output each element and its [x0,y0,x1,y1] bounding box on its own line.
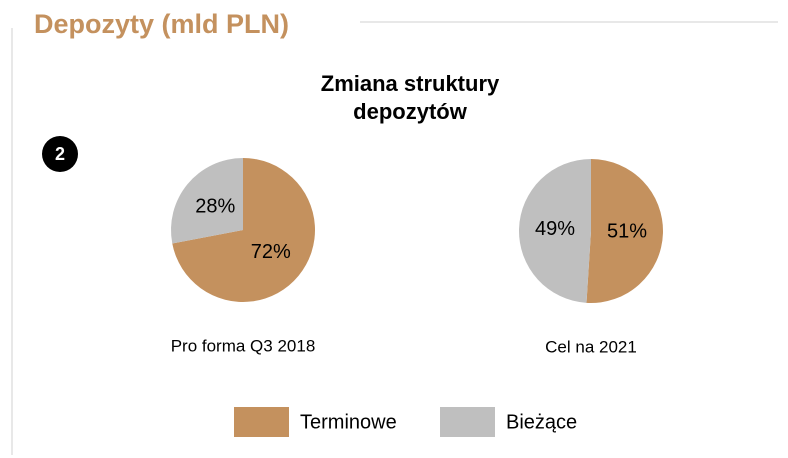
pie-title: Pro forma Q3 2018 [171,336,316,355]
pie-slice [171,158,243,244]
data-label: 51% [607,220,647,242]
data-label: 28% [195,195,235,217]
legend-label: Terminowe [300,411,397,433]
legend-label: Bieżące [506,411,577,433]
page-title: Depozyty (mld PLN) [34,9,289,39]
badge-text: 2 [55,144,65,164]
pie-slice [519,159,591,303]
badge [42,136,78,172]
legend-swatch [234,407,289,437]
pie-slice [172,158,316,302]
pie-title: Cel na 2021 [545,337,637,356]
data-label: 72% [251,241,291,263]
pie-slice [586,159,664,303]
data-label: 49% [535,218,575,240]
legend-swatch [440,407,495,437]
chart-subtitle: Zmiana struktury depozytów [320,71,500,124]
